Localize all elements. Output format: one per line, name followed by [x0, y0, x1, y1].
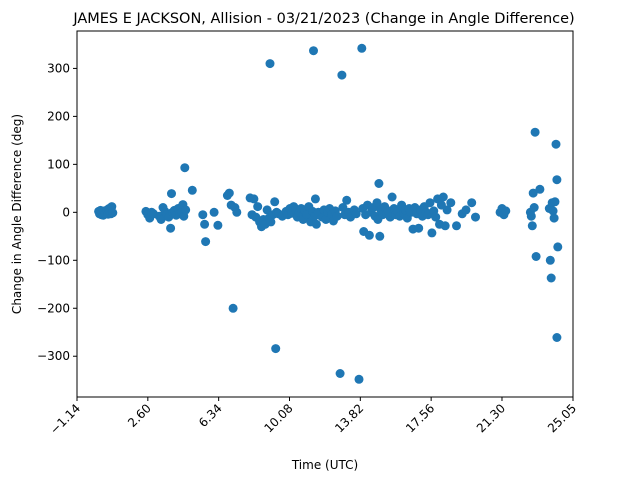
y-tick-label: 300: [47, 61, 70, 75]
data-point: [166, 223, 176, 233]
y-tick-label: −200: [37, 301, 70, 315]
data-point: [551, 139, 561, 149]
data-point: [198, 210, 208, 220]
data-point: [337, 70, 347, 80]
data-point: [467, 198, 477, 208]
data-point: [452, 221, 461, 231]
data-point: [354, 374, 364, 384]
data-point: [351, 209, 361, 219]
data-point: [213, 220, 223, 230]
data-point: [501, 206, 511, 216]
data-point: [387, 192, 397, 202]
data-point: [552, 333, 562, 342]
data-point: [310, 194, 320, 204]
x-axis-label: Time (UTC): [291, 458, 358, 472]
data-point: [427, 228, 437, 238]
data-point: [357, 43, 367, 53]
data-point: [187, 185, 197, 195]
data-point: [545, 255, 555, 265]
data-point: [446, 198, 456, 208]
data-point: [440, 221, 450, 231]
y-axis-label: Change in Angle Difference (deg): [10, 114, 24, 314]
data-point: [531, 252, 541, 261]
data-point: [526, 211, 536, 221]
data-point: [535, 184, 545, 194]
y-tick-label: 0: [62, 205, 70, 219]
y-tick-label: −100: [37, 253, 70, 267]
data-point: [209, 207, 219, 217]
data-point: [471, 212, 480, 222]
data-point: [108, 208, 118, 218]
data-point: [461, 205, 471, 215]
y-tick-label: 100: [47, 157, 70, 171]
data-point: [438, 192, 448, 202]
data-point: [374, 179, 384, 188]
data-point: [442, 205, 452, 215]
plot-frame: [76, 30, 574, 398]
data-point: [181, 205, 191, 215]
data-point: [342, 195, 352, 205]
data-point: [270, 197, 280, 207]
data-point: [375, 231, 385, 241]
data-point: [425, 198, 435, 208]
data-point: [530, 127, 540, 137]
data-point: [372, 198, 382, 208]
data-point: [528, 188, 538, 198]
data-point: [548, 206, 558, 216]
data-point: [552, 175, 562, 185]
data-point: [553, 242, 563, 252]
data-point: [335, 369, 345, 378]
data-point: [180, 163, 190, 173]
data-point: [201, 237, 211, 247]
data-point: [253, 202, 263, 212]
points-layer: [94, 43, 563, 384]
y-axis-ticks: −300 −200 −100 0 100 200 300: [37, 61, 77, 363]
data-point: [364, 230, 374, 240]
data-point: [249, 194, 259, 204]
data-point: [200, 219, 210, 229]
data-point: [529, 203, 539, 212]
chart-title: JAMES E JACKSON, Allision - 03/21/2023 (…: [72, 11, 574, 27]
data-point: [546, 273, 556, 283]
data-point: [527, 221, 537, 231]
data-point: [224, 188, 234, 198]
y-tick-label: 200: [47, 109, 70, 123]
data-point: [232, 207, 242, 217]
data-point: [266, 217, 276, 227]
data-point: [167, 189, 176, 199]
data-point: [311, 219, 321, 229]
data-point: [414, 223, 424, 233]
data-point: [265, 59, 275, 69]
y-tick-label: −300: [37, 349, 70, 363]
data-point: [431, 212, 441, 222]
data-point: [549, 213, 559, 223]
data-point: [309, 46, 318, 56]
data-point: [271, 344, 281, 354]
data-point: [228, 303, 238, 313]
data-point: [332, 211, 342, 221]
data-point: [550, 197, 560, 207]
